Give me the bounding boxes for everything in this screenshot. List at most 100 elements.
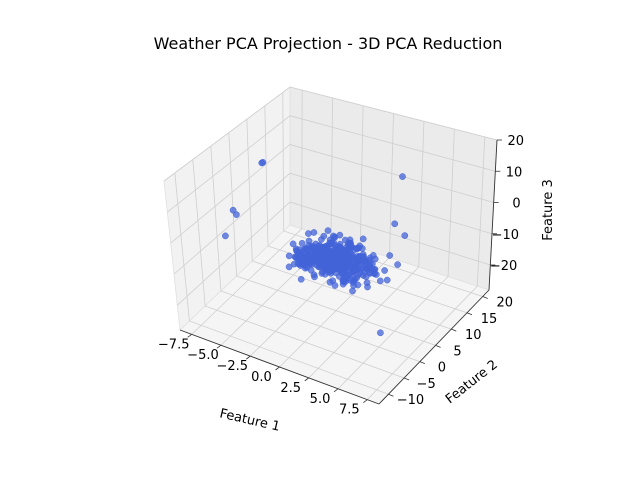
data-point: [338, 245, 346, 253]
z-tick-label: −20: [490, 259, 517, 274]
x-tick-label: −2.5: [216, 359, 248, 374]
data-point: [312, 253, 320, 261]
x-grid-line: [367, 136, 486, 400]
z-grid-line: [173, 172, 493, 275]
y-tick-mark: [403, 377, 410, 381]
x-grid-line: [337, 129, 455, 390]
data-point: [332, 245, 340, 252]
data-point: [371, 255, 379, 263]
outlier-point: [391, 220, 399, 228]
data-point: [326, 264, 334, 272]
y-tick-mark: [451, 328, 457, 332]
tick-labels: −7.5−5.0−2.50.02.55.07.5−10−505101520−20…: [158, 134, 524, 418]
z-tick-label: −10: [492, 228, 519, 243]
z-tick-label: 10: [506, 165, 523, 180]
y-grid-line: [264, 105, 468, 314]
data-point: [331, 258, 339, 266]
y-tick-label: 20: [496, 296, 513, 311]
data-point: [301, 254, 308, 261]
data-point: [292, 253, 300, 261]
data-point: [348, 251, 356, 259]
data-point: [285, 263, 293, 271]
z-grid-line: [167, 115, 496, 213]
data-point: [301, 262, 309, 269]
y-grid-line: [246, 119, 452, 330]
data-point: [329, 277, 337, 285]
y-axis-label: Feature 2: [443, 357, 501, 407]
x-tick-mark: [187, 334, 192, 338]
x-tick-mark: [275, 366, 280, 371]
y-axis-line: [378, 289, 490, 405]
data-point: [310, 229, 318, 236]
y-tick-mark: [419, 361, 426, 365]
outlier-point: [259, 159, 267, 166]
z-grid-line: [170, 144, 494, 244]
data-point: [360, 257, 368, 264]
data-point: [347, 276, 354, 284]
y-grid-line: [228, 132, 436, 346]
y-tick-mark: [435, 345, 441, 348]
data-point: [320, 232, 328, 240]
data-point: [353, 254, 361, 262]
x-grid-line: [191, 90, 303, 335]
data-point: [330, 232, 337, 240]
z-tick-label: 0: [512, 197, 520, 212]
axis-panes: [163, 86, 498, 405]
data-point: [357, 265, 364, 273]
x-tick-label: 5.0: [310, 392, 331, 407]
outlier-point: [377, 329, 384, 337]
data-point: [344, 271, 352, 279]
x-tick-label: 2.5: [280, 381, 301, 396]
z-tick-label: 20: [507, 134, 524, 149]
grid-lines: [163, 86, 498, 405]
outlier-point: [394, 261, 401, 268]
outlier-point: [222, 232, 229, 240]
data-point: [297, 275, 305, 283]
data-point: [324, 227, 332, 234]
x-tick-mark: [216, 344, 222, 349]
data-point: [305, 237, 313, 245]
x-grid-line: [308, 121, 425, 379]
x-tick-mark: [304, 377, 310, 382]
data-point: [359, 235, 367, 243]
z-grid-line: [177, 201, 491, 306]
y-tick-label: 15: [481, 312, 498, 327]
data-point: [319, 261, 327, 269]
y-grid-line: [282, 92, 483, 297]
x-tick-label: −7.5: [158, 337, 190, 352]
data-point: [298, 239, 306, 247]
data-point: [381, 267, 388, 274]
data-point: [297, 248, 305, 256]
z-grid-line: [163, 86, 498, 182]
y-tick-mark: [466, 312, 473, 316]
data-point: [354, 271, 362, 279]
data-point: [371, 266, 378, 274]
y-grid-line: [210, 146, 420, 363]
data-point: [383, 276, 391, 284]
data-point: [347, 239, 354, 247]
y-tick-label: 10: [465, 328, 482, 343]
y-tick-mark: [482, 296, 488, 299]
data-point: [325, 250, 332, 258]
data-point: [355, 244, 363, 252]
x-tick-mark: [333, 388, 339, 393]
data-point: [319, 250, 326, 258]
data-point: [335, 273, 343, 280]
x-tick-label: −5.0: [187, 348, 219, 363]
data-point: [285, 252, 293, 260]
data-point: [363, 279, 371, 287]
outlier-point: [399, 173, 406, 180]
y-grid-line: [192, 159, 405, 379]
data-point: [386, 252, 394, 259]
x-tick-mark: [245, 355, 251, 360]
y-tick-label: −5: [417, 377, 436, 392]
chart-title: Weather PCA Projection - 3D PCA Reductio…: [154, 34, 503, 53]
data-point: [289, 240, 297, 248]
y-grid-line: [174, 172, 389, 395]
data-point: [305, 230, 312, 237]
x-tick-mark: [363, 399, 368, 403]
data-point: [366, 263, 373, 271]
data-points: [222, 159, 409, 337]
z-axis-label: Feature 3: [541, 179, 556, 241]
